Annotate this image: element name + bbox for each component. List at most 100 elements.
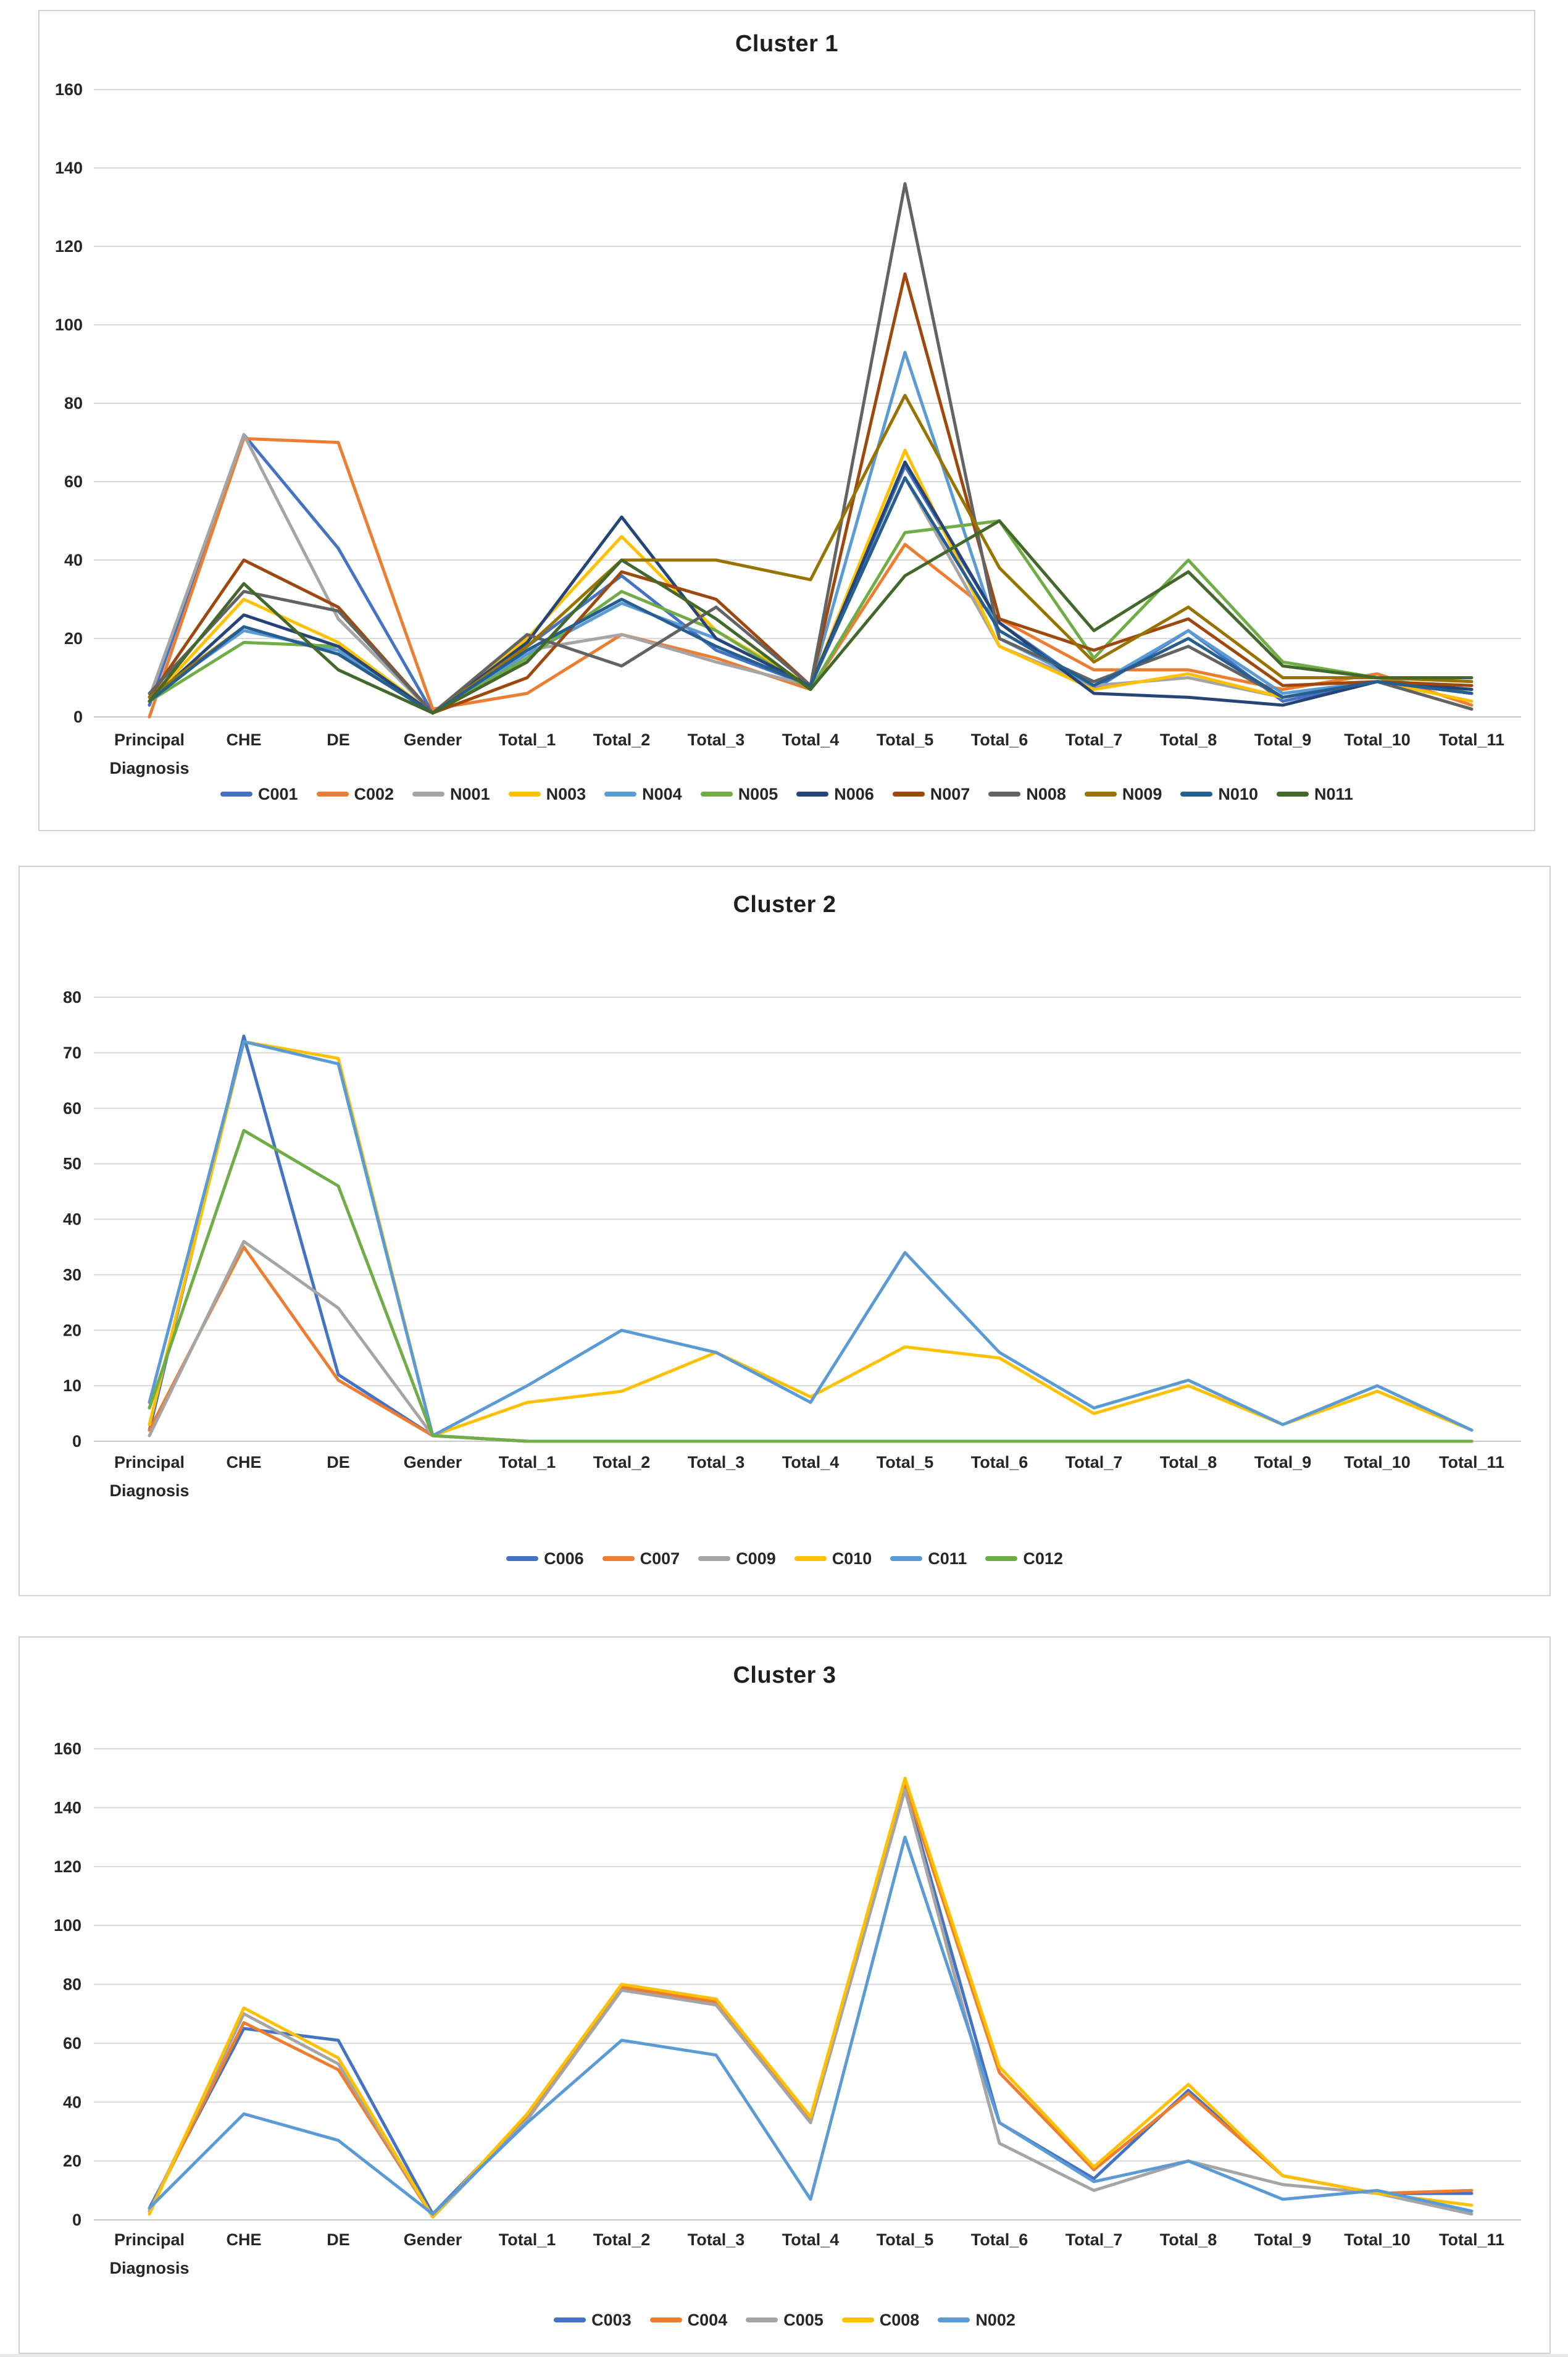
x-axis-label-total_7: Total_7 bbox=[1065, 1453, 1123, 1472]
legend-label-C009: C009 bbox=[736, 1549, 776, 1568]
page-bottom-edge bbox=[0, 2354, 1568, 2357]
x-axis-label-total_2: Total_2 bbox=[593, 1453, 651, 1472]
series-line-C005 bbox=[148, 1788, 1474, 2219]
legend-item-N010: N010 bbox=[1180, 785, 1258, 804]
x-axis-label-gender: Gender bbox=[404, 731, 462, 749]
legend-swatch-N008 bbox=[988, 792, 1021, 797]
x-axis-label-de: DE bbox=[327, 731, 350, 749]
series-line-N008 bbox=[148, 182, 1474, 715]
legend-label-N002: N002 bbox=[975, 2310, 1015, 2329]
y-tick-label-60: 60 bbox=[63, 1099, 81, 1118]
legend-item-C002: C002 bbox=[316, 785, 394, 804]
cluster-3-legend: C003 C004 C005 C008 N002 bbox=[20, 2308, 1549, 2332]
y-tick-label-100: 100 bbox=[54, 1916, 81, 1935]
legend-label-C012: C012 bbox=[1023, 1549, 1063, 1568]
legend-swatch-C006 bbox=[506, 1556, 539, 1561]
legend-label-N009: N009 bbox=[1122, 784, 1162, 803]
legend-label-C010: C010 bbox=[832, 1549, 872, 1568]
x-axis-label-total_6: Total_6 bbox=[971, 1453, 1028, 1472]
x-axis-label-de: DE bbox=[327, 1453, 350, 1472]
x-axis-label-gender: Gender bbox=[404, 1453, 462, 1472]
x-axis-label-total_7: Total_7 bbox=[1065, 2230, 1123, 2249]
legend-label-N006: N006 bbox=[834, 784, 874, 803]
legend-item-N002: N002 bbox=[938, 2311, 1015, 2330]
legend-label-N007: N007 bbox=[930, 784, 970, 803]
cluster-1-plot: 0 20 40 60 80 100 120 140 160 Principal Diagnosis C… bbox=[55, 80, 1521, 777]
series-line-N011 bbox=[148, 519, 1474, 715]
legend-swatch-C003 bbox=[554, 2317, 586, 2322]
legend-swatch-N001 bbox=[412, 792, 445, 797]
legend-item-C008: C008 bbox=[841, 2310, 920, 2330]
legend-swatch-N004 bbox=[604, 792, 637, 797]
x-axis-label-total_5: Total_5 bbox=[877, 2230, 934, 2249]
y-tick-label-60: 60 bbox=[63, 2034, 81, 2053]
y-tick-label-40: 40 bbox=[63, 2093, 81, 2111]
x-axis-label-total_4: Total_4 bbox=[782, 2230, 840, 2249]
legend-swatch-N010 bbox=[1180, 792, 1213, 797]
x-axis-label-total_2: Total_2 bbox=[593, 731, 651, 749]
x-axis-label-che: CHE bbox=[226, 2230, 261, 2249]
legend-item-N005: N005 bbox=[700, 785, 778, 804]
legend-swatch-C012 bbox=[985, 1556, 1018, 1561]
x-axis-label-total_11: Total_11 bbox=[1439, 2230, 1504, 2249]
x-axis-label-total_8: Total_8 bbox=[1160, 2230, 1217, 2249]
y-tick-label-20: 20 bbox=[63, 2152, 81, 2171]
y-tick-label-60: 60 bbox=[64, 472, 83, 491]
legend-item-C007: C007 bbox=[602, 1549, 680, 1568]
y-tick-label-100: 100 bbox=[55, 316, 83, 334]
y-tick-label-20: 20 bbox=[64, 629, 83, 648]
legend-label-C001: C001 bbox=[257, 784, 298, 803]
y-tick-label-80: 80 bbox=[63, 1975, 81, 1994]
legend-swatch-C011 bbox=[890, 1556, 923, 1561]
legend-item-N007: N007 bbox=[892, 784, 970, 804]
cluster-2-panel: Cluster 2 0 10 20 30 40 50 60 70 80 Principal Diag… bbox=[19, 866, 1551, 1596]
series-line-C007 bbox=[148, 1245, 1474, 1443]
legend-item-C012: C012 bbox=[985, 1549, 1063, 1568]
y-tick-label-40: 40 bbox=[63, 1210, 81, 1229]
x-axis-label-total_3: Total_3 bbox=[688, 731, 745, 749]
cluster-1-legend: C001 C002 N001 N003 N004 N005 N006 N007 N008 N009… bbox=[40, 782, 1534, 806]
y-tick-label-120: 120 bbox=[55, 237, 83, 256]
y-tick-label-140: 140 bbox=[55, 159, 83, 177]
x-axis-label-principal-diagnosis: Principal Diagnosis bbox=[109, 1453, 189, 1500]
series-line-N002 bbox=[148, 1835, 1474, 2216]
legend-item-N004: N004 bbox=[604, 785, 682, 804]
series-line-N007 bbox=[148, 272, 1474, 715]
x-axis-label-total_1: Total_1 bbox=[499, 731, 556, 749]
legend-swatch-N011 bbox=[1276, 792, 1309, 797]
series-line-C003 bbox=[148, 1785, 1474, 2216]
legend-label-C011: C011 bbox=[928, 1549, 967, 1568]
y-tick-label-160: 160 bbox=[55, 80, 83, 99]
x-axis-label-total_4: Total_4 bbox=[782, 731, 840, 749]
legend-swatch-C010 bbox=[794, 1556, 827, 1561]
legend-label-C006: C006 bbox=[544, 1549, 584, 1568]
x-axis-label-total_11: Total_11 bbox=[1439, 731, 1504, 749]
x-axis-label-total_10: Total_10 bbox=[1344, 2230, 1411, 2249]
x-axis-label-total_11: Total_11 bbox=[1439, 1453, 1504, 1472]
legend-label-C008: C008 bbox=[879, 2310, 920, 2329]
y-tick-label-20: 20 bbox=[63, 1321, 81, 1339]
legend-item-C001: C001 bbox=[220, 785, 298, 804]
legend-swatch-N006 bbox=[796, 792, 829, 797]
series-line-C011 bbox=[148, 1040, 1474, 1438]
x-axis-label-total_4: Total_4 bbox=[782, 1453, 840, 1472]
legend-swatch-C008 bbox=[841, 2317, 874, 2322]
x-axis-label-gender: Gender bbox=[404, 2230, 462, 2249]
legend-swatch-N007 bbox=[892, 792, 925, 797]
legend-label-N003: N003 bbox=[546, 784, 586, 803]
x-axis-label-total_5: Total_5 bbox=[877, 1453, 934, 1472]
cluster-1-panel: Cluster 1 0 20 40 60 80 100 120 140 160 Principal… bbox=[38, 10, 1535, 831]
legend-label-N011: N011 bbox=[1314, 784, 1354, 803]
legend-swatch-N002 bbox=[938, 2317, 970, 2322]
legend-item-N006: N006 bbox=[796, 785, 874, 804]
x-axis-label-total_9: Total_9 bbox=[1254, 731, 1312, 749]
y-tick-label-0: 0 bbox=[72, 2211, 81, 2229]
legend-label-N008: N008 bbox=[1026, 784, 1066, 803]
x-axis-label-total_6: Total_6 bbox=[971, 2230, 1028, 2249]
x-axis-label-total_9: Total_9 bbox=[1254, 2230, 1312, 2249]
series-line-C012 bbox=[148, 1129, 1474, 1443]
legend-swatch-N009 bbox=[1084, 792, 1117, 797]
x-axis-label-total_5: Total_5 bbox=[877, 731, 934, 749]
x-axis-label-total_8: Total_8 bbox=[1160, 731, 1217, 749]
